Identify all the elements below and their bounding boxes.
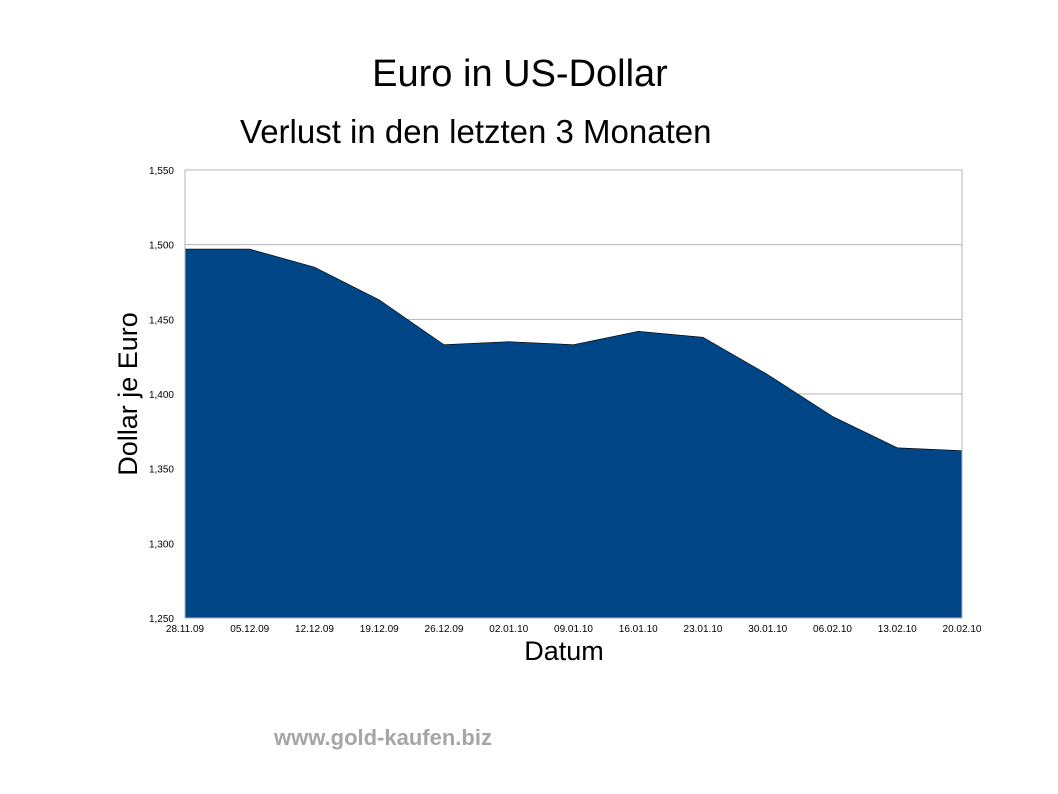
y-tick-labels: 1,250 1,300 1,350 1,400 1,450 1,500 1,550 — [149, 166, 174, 625]
chart-subtitle: Verlust in den letzten 3 Monaten — [240, 113, 712, 150]
x-tick-label: 06.02.10 — [813, 624, 852, 635]
y-tick-label: 1,500 — [149, 241, 174, 252]
y-axis-title: Dollar je Euro — [113, 312, 143, 476]
chart-title: Euro in US-Dollar — [372, 53, 668, 95]
x-tick-label: 20.02.10 — [943, 624, 982, 635]
x-tick-label: 05.12.09 — [230, 624, 269, 635]
y-tick-label: 1,350 — [149, 465, 174, 476]
website-watermark: www.gold-kaufen.biz — [274, 725, 492, 750]
x-tick-label: 13.02.10 — [878, 624, 917, 635]
area-series — [184, 248, 963, 619]
x-tick-label: 26.12.09 — [425, 624, 464, 635]
y-tick-label: 1,300 — [149, 539, 174, 550]
x-axis-title: Datum — [524, 636, 604, 666]
x-tick-label: 19.12.09 — [360, 624, 399, 635]
x-tick-label: 09.01.10 — [554, 624, 593, 635]
x-tick-label: 30.01.10 — [748, 624, 787, 635]
y-tick-label: 1,550 — [149, 166, 174, 177]
x-tick-label: 12.12.09 — [295, 624, 334, 635]
plot-border — [184, 169, 963, 619]
x-tick-label: 23.01.10 — [684, 624, 723, 635]
y-tick-label: 1,250 — [149, 614, 174, 625]
y-tick-label: 1,400 — [149, 390, 174, 401]
y-tick-label: 1,450 — [149, 315, 174, 326]
x-tick-label: 28.11.09 — [166, 624, 205, 635]
x-tick-labels: 28.11.09 05.12.09 12.12.09 19.12.09 26.12.09… — [166, 624, 982, 635]
x-tick-label: 02.01.10 — [489, 624, 528, 635]
x-tick-label: 16.01.10 — [619, 624, 658, 635]
